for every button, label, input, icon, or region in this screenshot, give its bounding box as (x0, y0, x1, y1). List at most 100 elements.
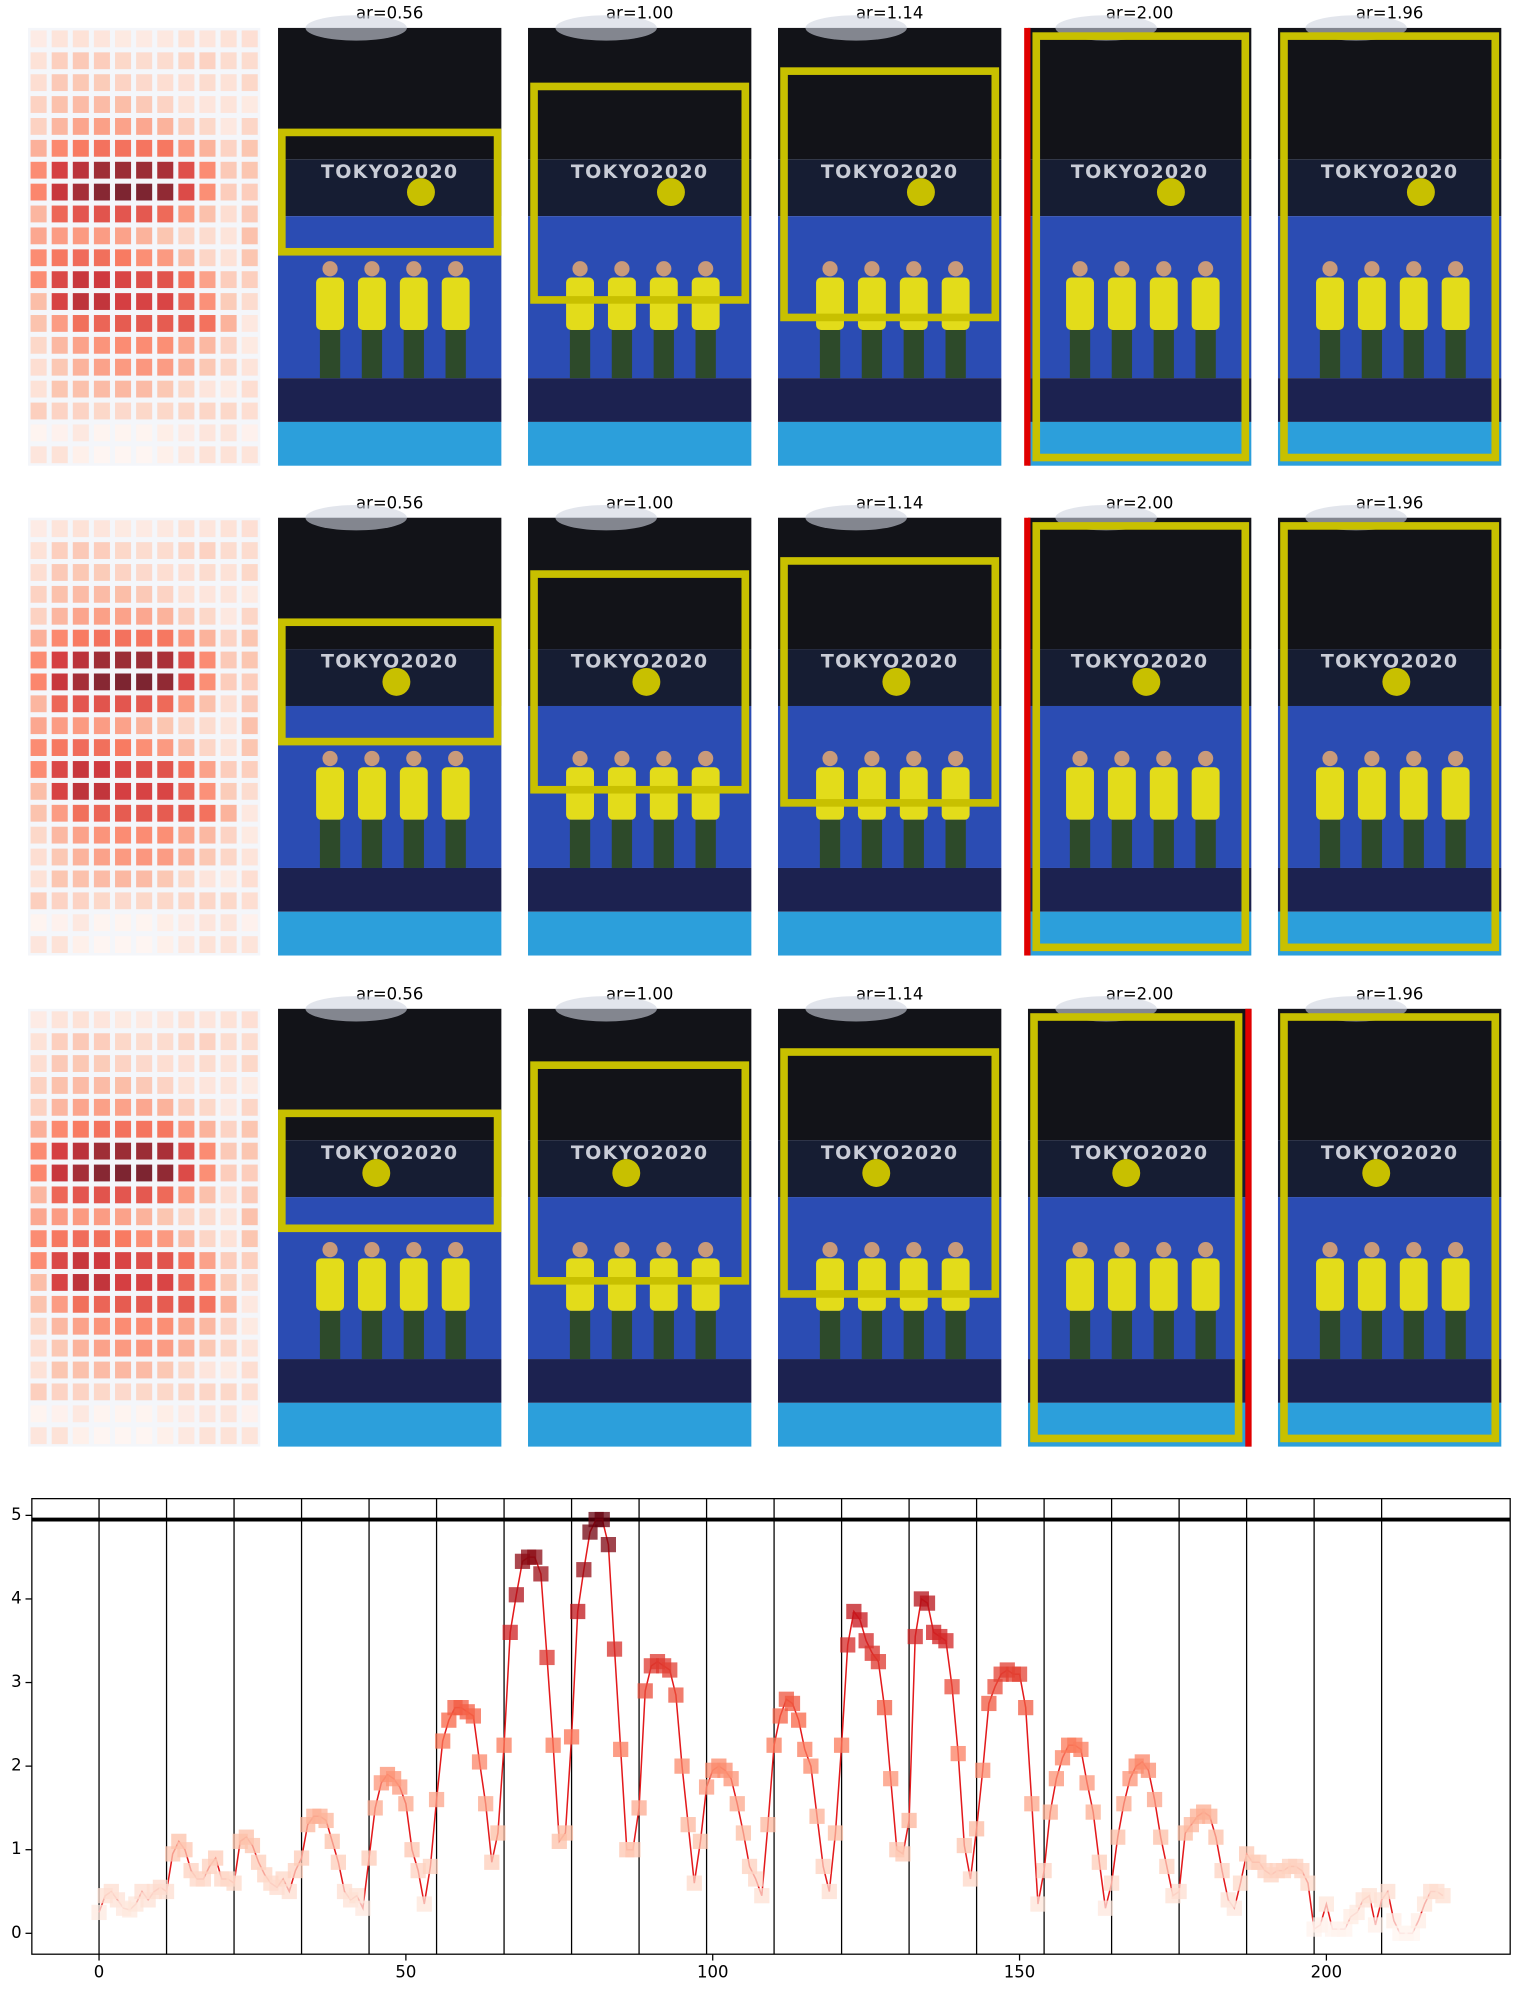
athlete-head (656, 261, 672, 277)
heatmap-cell (178, 870, 195, 888)
athlete-legs (445, 1310, 466, 1360)
heatmap-cell (30, 52, 47, 70)
heatmap-cell (241, 1427, 258, 1445)
athlete-legs (819, 819, 841, 868)
heatmap-cell (157, 564, 174, 581)
heatmap-cell (51, 870, 68, 888)
athlete-head (364, 1241, 380, 1258)
heatmap-cell (220, 585, 237, 603)
heatmap-cell (30, 1142, 47, 1160)
heatmap-cell (220, 936, 237, 953)
heatmap-cell (136, 52, 153, 70)
photo-text: TOKYO2020 (321, 651, 458, 673)
heatmap-cell (241, 542, 258, 559)
heatmap-cell (220, 542, 237, 559)
marker (680, 1817, 696, 1833)
heatmap-cell (115, 1383, 132, 1401)
heatmap-cell (241, 914, 258, 932)
athlete-head (1322, 750, 1338, 767)
athlete-legs (695, 819, 716, 868)
marker (539, 1649, 555, 1666)
heatmap-cell (136, 271, 153, 289)
heatmap-cell (178, 739, 195, 756)
heatmap-cell (51, 1186, 68, 1204)
heatmap-cell (199, 249, 216, 267)
marker (1214, 1862, 1230, 1879)
heatmap-cell (115, 139, 132, 157)
photo-region (528, 1140, 752, 1198)
marker (1085, 1804, 1101, 1820)
heatmap-cell (241, 1295, 258, 1313)
heatmap-cell (93, 205, 110, 223)
heatmap-cell (241, 564, 258, 581)
athlete-torso (357, 277, 386, 330)
marker (349, 1888, 365, 1904)
heatmap-cell (72, 848, 89, 866)
heatmap-cell (115, 717, 132, 735)
heatmap-cell (30, 1164, 47, 1182)
heatmap-cell (115, 1295, 132, 1313)
heatmap-cell (241, 205, 258, 223)
heatmap-cell (72, 30, 89, 48)
heatmap-cell (241, 424, 258, 442)
heatmap-cell (93, 695, 110, 713)
heatmap-cell (220, 424, 237, 442)
photo-region (1277, 378, 1502, 422)
heatmap-cell (51, 695, 68, 713)
crop-center (1112, 1159, 1141, 1187)
marker (1110, 1829, 1126, 1845)
heatmap-cell (51, 227, 68, 245)
heatmap-cell (157, 1317, 174, 1335)
athlete-legs (319, 1310, 341, 1360)
photo-region (278, 27, 502, 160)
heatmap-cell (220, 564, 237, 581)
heatmap-cell (199, 826, 216, 844)
heatmap-cell (220, 717, 237, 735)
athlete-head (822, 750, 838, 767)
heatmap-cell (136, 293, 153, 310)
heatmap-cell (51, 782, 68, 800)
heatmap-cell (199, 1208, 216, 1226)
y-tick-label: 2 (11, 1756, 22, 1775)
heatmap-cell (93, 1142, 110, 1160)
heatmap-cell (93, 358, 110, 376)
heatmap-cell (30, 651, 47, 669)
crop-center (1362, 1159, 1391, 1187)
heatmap-cell (220, 205, 237, 223)
athlete-head (1448, 261, 1464, 277)
heatmap-cell (93, 1120, 110, 1138)
heatmap-cell (30, 848, 47, 866)
heatmap-cell (178, 1361, 195, 1379)
marker (496, 1737, 512, 1753)
heatmap-cell (115, 336, 132, 354)
marker (195, 1871, 211, 1887)
heatmap-cell (241, 1361, 258, 1379)
heatmap-cell (30, 358, 47, 376)
crop-center (906, 178, 935, 207)
heatmap-cell (30, 782, 47, 800)
heatmap-cell (136, 564, 153, 581)
heatmap-cell (157, 585, 174, 603)
marker (760, 1817, 776, 1833)
heatmap-cell (72, 118, 89, 135)
marker (428, 1791, 445, 1808)
marker (508, 1587, 524, 1603)
heatmap-cell (220, 1383, 237, 1401)
athlete-legs (361, 329, 383, 379)
heatmap-cell (157, 1361, 174, 1379)
heatmap-cell (241, 1077, 258, 1094)
heatmap-cell (241, 1208, 258, 1226)
heatmap-cell (72, 1295, 89, 1313)
heatmap-cell (72, 695, 89, 713)
athlete-head (1114, 261, 1130, 277)
athlete-torso (816, 767, 844, 820)
athlete-torso (691, 1258, 720, 1311)
heatmap-cell (30, 826, 47, 844)
heatmap-cell (72, 446, 89, 464)
heatmap-cell (199, 161, 216, 179)
heatmap-cell (136, 1317, 153, 1335)
marker (698, 1779, 715, 1795)
heatmap-cell (93, 1361, 110, 1379)
marker (754, 1888, 770, 1904)
heatmap-cell (178, 1120, 195, 1138)
